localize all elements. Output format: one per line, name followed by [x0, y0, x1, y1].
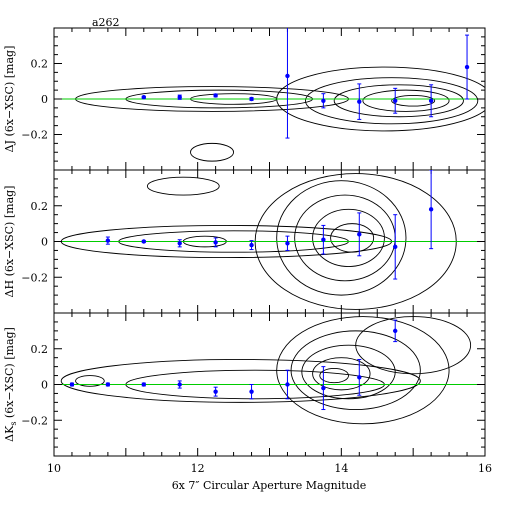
- data-point: [249, 389, 254, 394]
- panel-j: −0.2 0 0.2 ΔJ (6x−XSC) [mag]: [3, 27, 486, 171]
- x-tick-label: 14: [334, 462, 348, 475]
- y-axis-title: ΔKs (6x−XSC) [mag]: [3, 327, 18, 442]
- x-tick-label: 10: [47, 462, 61, 475]
- data-point: [357, 232, 362, 237]
- data-point: [428, 207, 434, 212]
- contour-line: [290, 330, 421, 410]
- data-point: [321, 237, 326, 242]
- contour-line: [146, 176, 220, 196]
- data-point: [249, 96, 254, 102]
- data-point: [285, 382, 290, 387]
- y-axis-title: ΔJ (6x−XSC) [mag]: [3, 46, 16, 153]
- data-point: [393, 98, 398, 103]
- points: [141, 28, 470, 139]
- data-point: [177, 382, 182, 387]
- contour-line: [333, 84, 464, 118]
- contour-line: [391, 95, 436, 107]
- data-point: [464, 64, 470, 70]
- data-point: [213, 389, 218, 394]
- data-point: [105, 238, 111, 243]
- data-point: [213, 240, 218, 245]
- data-point: [213, 93, 218, 98]
- data-point: [393, 244, 398, 250]
- data-point: [321, 385, 326, 391]
- chart-label: a262: [92, 16, 120, 29]
- data-point: [285, 241, 290, 246]
- panel-ks: −0.2 0 0.2 ΔKs (6x−XSC) [mag]: [3, 312, 486, 457]
- data-point: [357, 375, 362, 380]
- data-point: [69, 382, 75, 387]
- y-tick-label: −0.2: [21, 414, 48, 427]
- panels: −0.2 0 0.2 ΔJ (6x−XSC) [mag] −0.2 0 0.2 ΔH (6x−…: [3, 27, 492, 475]
- y-tick-label: −0.2: [21, 129, 48, 142]
- y-axis-title: ΔH (6x−XSC) [mag]: [3, 186, 16, 298]
- y-tick-label: 0.2: [31, 200, 49, 213]
- y-tick-label: 0.2: [31, 343, 49, 356]
- points: [105, 170, 434, 280]
- contour-line: [330, 223, 375, 253]
- contour-line: [312, 357, 371, 391]
- points: [69, 319, 398, 411]
- contour-line: [312, 208, 385, 267]
- y-tick-label: 0: [41, 93, 48, 106]
- data-point: [357, 99, 362, 104]
- data-point: [177, 241, 182, 246]
- x-axis-title: 6x 7″ Circular Aperture Magnitude: [172, 479, 367, 492]
- contours: [75, 66, 485, 162]
- contour-line: [355, 316, 472, 375]
- y-tick-label: 0: [41, 236, 48, 249]
- contour-line: [276, 316, 450, 425]
- y-tick-label: 0.2: [31, 58, 49, 71]
- data-point: [105, 382, 111, 387]
- data-point: [177, 95, 182, 100]
- contour-line: [294, 194, 396, 282]
- data-point: [141, 95, 146, 100]
- data-point: [321, 98, 326, 103]
- data-point: [428, 98, 434, 103]
- contour-line: [60, 359, 421, 403]
- contour-line: [304, 77, 479, 125]
- x-tick-label: 16: [478, 462, 492, 475]
- contour-line: [276, 180, 407, 296]
- y-tick-label: −0.2: [21, 271, 48, 284]
- contour-line: [319, 367, 349, 384]
- data-point: [285, 73, 290, 79]
- contour-line: [190, 142, 235, 162]
- data-point: [141, 382, 146, 387]
- contour-line: [75, 375, 105, 387]
- contour-line: [362, 89, 450, 112]
- data-point: [249, 242, 254, 248]
- y-tick-label: 0: [41, 379, 48, 392]
- data-point: [393, 328, 398, 334]
- contours: [60, 316, 472, 425]
- x-tick-label: 12: [191, 462, 205, 475]
- data-point: [141, 239, 146, 244]
- panel-h: −0.2 0 0.2 ΔH (6x−XSC) [mag]: [3, 169, 486, 314]
